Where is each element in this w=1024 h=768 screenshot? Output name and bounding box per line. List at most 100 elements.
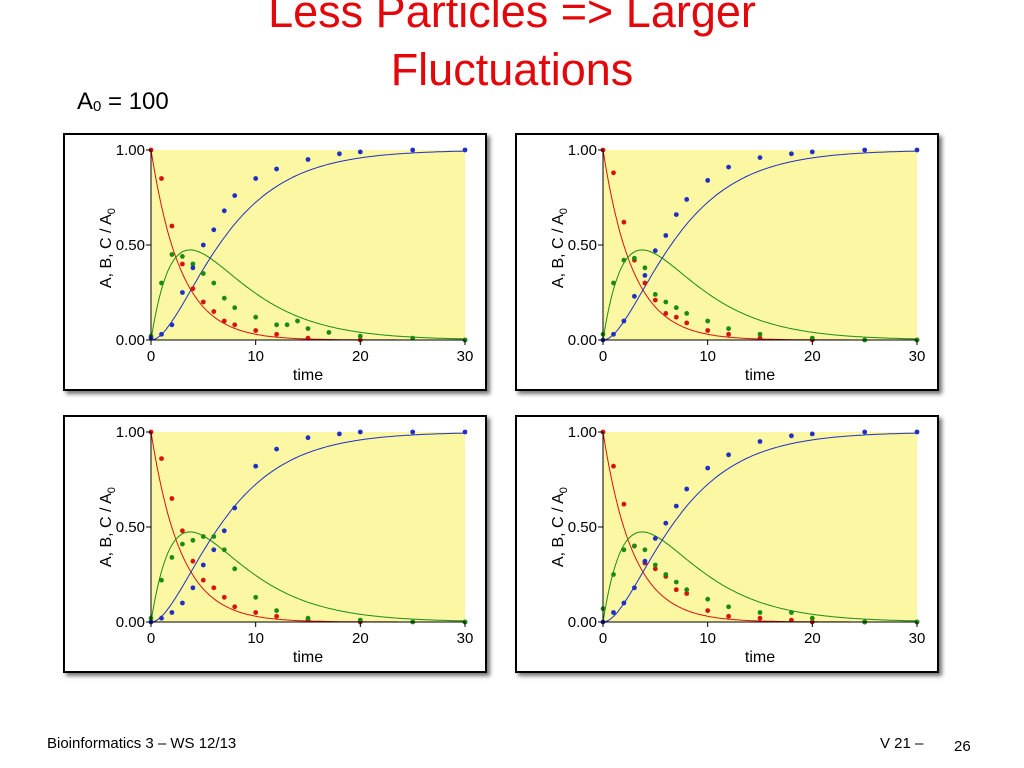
data-point-C bbox=[159, 615, 164, 621]
x-tick-label: 0 bbox=[147, 630, 155, 647]
y-axis-title-sub: 0 bbox=[106, 487, 119, 494]
x-tick-label: 20 bbox=[804, 630, 821, 647]
data-point-C bbox=[632, 585, 637, 591]
x-tick-label: 20 bbox=[352, 348, 369, 365]
data-point-B bbox=[274, 608, 279, 613]
plot-area bbox=[151, 150, 465, 340]
data-point-C bbox=[914, 147, 920, 153]
data-point-A bbox=[789, 617, 794, 623]
chart-svg: 0.00 0.50 1.00 0 10 20 30 time bbox=[568, 142, 926, 384]
data-point-C bbox=[221, 528, 227, 534]
data-point-B bbox=[180, 254, 185, 259]
slide-title-line-1: Less Particles => Larger bbox=[268, 0, 756, 37]
x-axis-title: time bbox=[293, 649, 323, 666]
x-tick-label: 20 bbox=[804, 348, 821, 365]
data-point-C bbox=[652, 536, 658, 541]
plot-area bbox=[603, 432, 917, 622]
data-point-A bbox=[705, 328, 711, 333]
data-point-B bbox=[305, 326, 311, 331]
footer-course: Bioinformatics 3 – WS 12/13 bbox=[47, 735, 237, 752]
data-point-B bbox=[642, 265, 648, 271]
x-axis-title: time bbox=[293, 367, 323, 384]
data-point-A bbox=[673, 587, 679, 593]
data-point-A bbox=[211, 585, 217, 591]
data-point-B bbox=[159, 280, 164, 286]
data-point-A bbox=[652, 566, 658, 572]
data-point-C bbox=[462, 147, 468, 153]
data-point-A bbox=[684, 591, 690, 596]
series-B bbox=[148, 534, 468, 625]
data-point-A bbox=[190, 286, 196, 292]
data-point-C bbox=[684, 197, 690, 202]
data-point-C bbox=[809, 149, 815, 155]
data-point-B bbox=[200, 271, 206, 276]
param-base: A bbox=[77, 88, 94, 115]
footer-page-number: 26 bbox=[954, 738, 971, 755]
data-point-C bbox=[705, 178, 711, 183]
data-point-B bbox=[757, 331, 763, 337]
data-point-C bbox=[726, 452, 731, 458]
data-point-B bbox=[673, 305, 679, 311]
data-point-C bbox=[632, 293, 637, 299]
data-point-B bbox=[809, 615, 815, 621]
data-point-C bbox=[337, 431, 342, 437]
x-axis-title: time bbox=[745, 367, 775, 384]
y-axis-title-text: A, B, C / A bbox=[97, 214, 115, 289]
x-tick-label: 30 bbox=[457, 348, 474, 365]
data-point-C bbox=[914, 429, 920, 435]
data-point-C bbox=[253, 463, 259, 469]
data-point-B bbox=[253, 314, 259, 320]
data-point-C bbox=[862, 429, 868, 435]
reference-curve-C bbox=[602, 150, 917, 341]
data-point-B bbox=[305, 615, 311, 621]
series-B bbox=[600, 543, 920, 625]
data-point-A bbox=[611, 170, 616, 176]
x-tick-label: 0 bbox=[599, 630, 607, 647]
data-point-B bbox=[652, 562, 658, 568]
data-point-C bbox=[611, 610, 616, 615]
data-point-C bbox=[673, 503, 679, 509]
data-point-B bbox=[232, 566, 238, 572]
x-tick-label: 10 bbox=[699, 348, 716, 365]
data-point-C bbox=[757, 439, 763, 444]
data-point-A bbox=[757, 615, 763, 621]
data-point-C bbox=[673, 212, 679, 217]
data-point-C bbox=[200, 242, 206, 248]
data-point-C bbox=[211, 227, 217, 233]
y-tick-label: 0.00 bbox=[568, 614, 597, 631]
data-point-B bbox=[652, 292, 658, 297]
y-axis-title-sub: 0 bbox=[106, 208, 119, 215]
data-point-A bbox=[200, 577, 206, 583]
data-point-B bbox=[253, 594, 259, 600]
data-point-C bbox=[789, 151, 794, 157]
slide-title-line-2: Fluctuations bbox=[390, 44, 634, 95]
data-point-C bbox=[621, 318, 627, 324]
data-point-C bbox=[357, 429, 363, 435]
chart-panel-bottom-left: 0.00 0.50 1.00 0 10 20 30 time A, B, C / A0 bbox=[63, 415, 487, 673]
data-point-C bbox=[410, 147, 416, 153]
data-point-A bbox=[274, 613, 279, 619]
x-tick-label: 0 bbox=[147, 348, 155, 365]
data-point-A bbox=[169, 223, 175, 229]
data-point-C bbox=[305, 157, 311, 162]
data-point-C bbox=[180, 600, 185, 606]
data-point-C bbox=[862, 147, 868, 153]
data-point-B bbox=[211, 280, 217, 286]
series-C bbox=[148, 147, 468, 341]
reference-curve-C bbox=[150, 432, 465, 623]
y-tick-label: 0.50 bbox=[116, 237, 145, 254]
data-point-A bbox=[642, 280, 648, 286]
data-point-A bbox=[159, 176, 164, 181]
y-tick-label: 1.00 bbox=[116, 142, 145, 159]
y-axis-title: A, B, C / A0 bbox=[98, 442, 118, 612]
x-tick-label: 30 bbox=[457, 630, 474, 647]
data-point-B bbox=[642, 547, 648, 553]
data-point-C bbox=[642, 558, 648, 564]
data-point-A bbox=[305, 335, 311, 341]
data-point-C bbox=[663, 233, 669, 238]
data-point-A bbox=[757, 335, 763, 341]
data-point-B bbox=[621, 547, 627, 553]
data-point-A bbox=[684, 320, 690, 326]
y-tick-label: 0.50 bbox=[568, 237, 597, 254]
data-point-B bbox=[809, 335, 815, 341]
